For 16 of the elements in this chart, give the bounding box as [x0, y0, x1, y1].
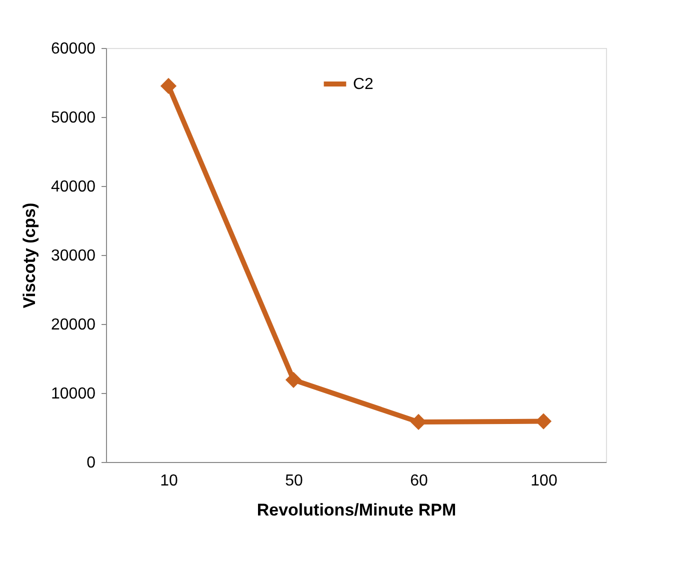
x-tick-label: 50	[285, 472, 303, 490]
x-axis-title: Revolutions/Minute RPM	[256, 500, 456, 520]
y-tick-label: 10000	[51, 386, 96, 402]
x-tick-label: 100	[530, 472, 558, 490]
point	[160, 78, 177, 94]
y-tick-label: 60000	[51, 40, 96, 58]
y-tick-label: 0	[86, 454, 96, 472]
y-tick-label: 40000	[51, 178, 96, 196]
y-tick-label: 50000	[51, 110, 96, 126]
legend-label: C2	[353, 76, 374, 93]
x-tick-label: 10	[160, 472, 178, 490]
point	[285, 372, 302, 388]
y-axis-title: Viscoty (cps)	[20, 202, 40, 308]
y-tick-label: 20000	[51, 316, 96, 334]
x-tick-label: 60	[410, 472, 428, 490]
y-tick-label: 30000	[51, 248, 96, 264]
